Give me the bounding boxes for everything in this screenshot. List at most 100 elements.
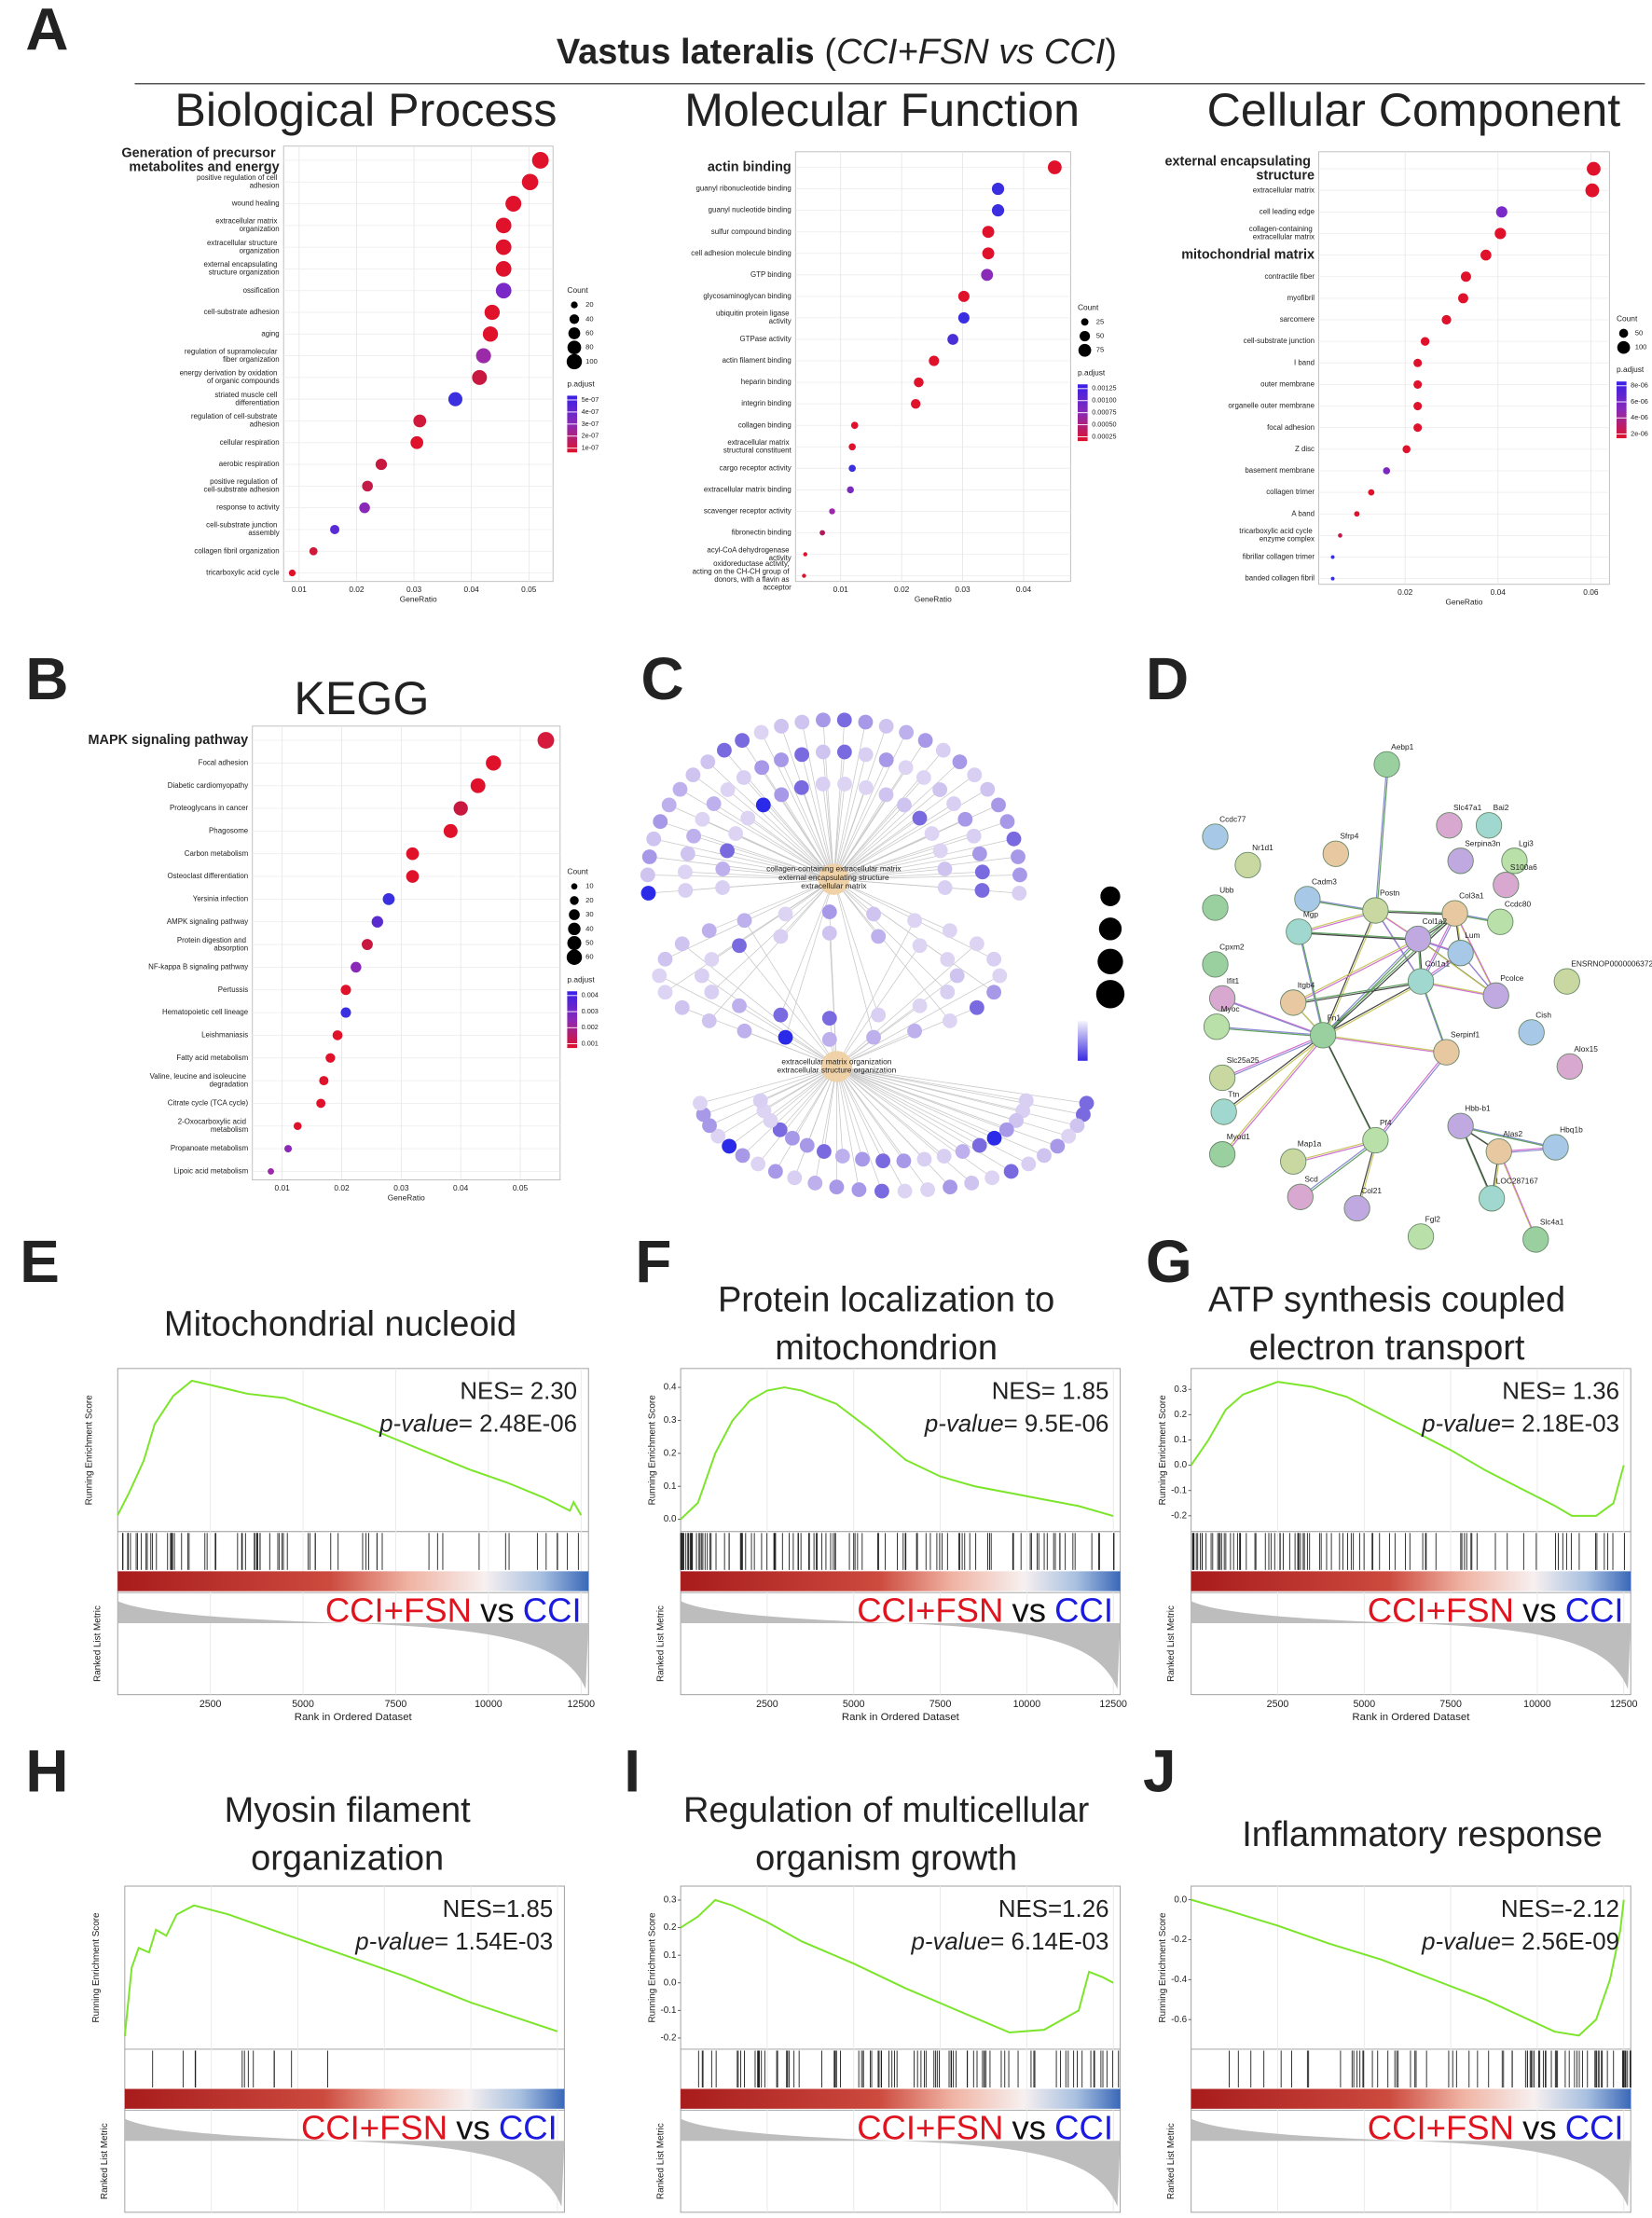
term-label: Protein digestion and absorption: [177, 936, 248, 953]
nes-value: NES=-2.12: [1501, 1896, 1619, 1922]
dot: [495, 261, 512, 277]
term-label: extracellular matrix organization: [215, 217, 279, 234]
string-node: [1433, 1039, 1460, 1066]
term-label: outer membrane: [1260, 380, 1315, 389]
network-node: [755, 797, 771, 813]
group-b: CCI: [1054, 2108, 1113, 2146]
network-node: [754, 760, 770, 776]
network-node: [722, 1138, 737, 1154]
network-edge: [833, 759, 888, 880]
gsea-title: Mitochondrial nucleoid: [164, 1304, 516, 1343]
term-label: cell-substrate junction: [1244, 337, 1315, 345]
string-edge: [1221, 1035, 1324, 1155]
enrichment-line: [117, 1379, 583, 1516]
string-edge: [1322, 910, 1376, 1036]
nes-value: NES=1.26: [998, 1896, 1109, 1922]
color-tick-label: 0.00125: [1092, 384, 1116, 393]
string-edge: [1221, 1034, 1324, 1079]
x-tick-label: 12500: [1610, 1699, 1638, 1710]
network-node: [740, 810, 756, 826]
network-node: [728, 826, 744, 841]
term-label: sulfur compound binding: [711, 227, 792, 236]
dot: [284, 1145, 293, 1153]
network-node: [949, 968, 965, 984]
legend-size-dot: [571, 883, 578, 890]
term-label: energy derivation by oxidation of organi…: [180, 369, 280, 386]
network-node: [695, 811, 710, 827]
network-node: [969, 936, 984, 952]
dot: [484, 304, 501, 321]
string-node-label: Pcolce: [1500, 973, 1523, 983]
legend-size-label: 60: [585, 953, 593, 961]
network-node: [943, 1179, 957, 1195]
y-axis-label: Ranked List Metric: [1166, 1605, 1177, 1682]
x-tick-label: 2500: [1267, 2216, 1289, 2218]
string-edge: [1324, 1036, 1378, 1142]
string-edge: [1324, 940, 1420, 1038]
term-label: fibronectin binding: [732, 529, 792, 537]
string-node: [1436, 812, 1463, 839]
string-node: [1343, 1194, 1370, 1222]
network-node: [646, 831, 662, 847]
color-tick-label: 0.00075: [1092, 408, 1116, 417]
rank-color-bar: [124, 2088, 565, 2109]
term-label: AMPK signaling pathway: [167, 917, 248, 926]
term-label: integrin binding: [741, 399, 792, 407]
network-node: [1009, 1113, 1024, 1128]
term-label: Z disc: [1295, 445, 1315, 453]
network-edge: [836, 1066, 860, 1191]
string-edge: [1322, 938, 1419, 1036]
rank-color-bar: [117, 1571, 589, 1591]
network-node: [1011, 849, 1026, 864]
panel-letter: F: [635, 1228, 671, 1295]
string-node-label: ENSRNOP00000063726: [1571, 959, 1652, 969]
network-node: [829, 1179, 845, 1195]
p-value-text: p-value= 9.5E-06: [924, 1412, 1109, 1438]
ranked-metric-area: [1191, 2118, 1631, 2207]
dot: [1383, 467, 1391, 475]
string-edge: [1324, 914, 1457, 1038]
network-edge: [836, 1066, 884, 1162]
network-node: [898, 760, 914, 776]
legend-size-label: 30: [585, 910, 593, 918]
group-b: CCI: [499, 2108, 558, 2146]
term-label: organelle outer membrane: [1228, 402, 1315, 410]
x-tick-label: 2500: [200, 1699, 222, 1710]
string-edge: [1499, 1152, 1538, 1242]
term-label: cargo receptor activity: [720, 463, 792, 472]
string-node-label: Ccdc77: [1219, 814, 1246, 823]
network-edge: [836, 1066, 904, 1162]
network-node: [715, 861, 731, 876]
y-axis-label: Running Enrichment Score: [91, 1912, 102, 2023]
network-node: [732, 998, 747, 1013]
network-edge: [833, 878, 951, 1022]
string-edge: [1322, 981, 1422, 1036]
network-edge: [833, 878, 948, 993]
network-node: [836, 744, 852, 760]
dot: [361, 939, 373, 951]
network-node: [871, 1007, 887, 1023]
plot-panel: [252, 725, 561, 1181]
ranked-metric-area: [124, 2118, 565, 2207]
network-node: [752, 1093, 768, 1109]
network-edge: [780, 878, 834, 1015]
dot: [1494, 227, 1507, 240]
color-tick-label: 0.00100: [1092, 396, 1116, 405]
network-edge: [836, 1066, 963, 1152]
network-edge: [738, 945, 837, 1068]
legend-size-label: 100: [585, 357, 598, 365]
network-edge: [727, 789, 834, 880]
panel-letter: A: [25, 0, 68, 62]
rank-color-bar: [681, 1571, 1121, 1591]
network-edge: [836, 1066, 1078, 1126]
x-tick-label: 0.03: [955, 585, 971, 594]
string-node-label: Alox15: [1574, 1044, 1598, 1054]
gsea-title: Inflammatory response: [1242, 1815, 1603, 1854]
y-tick-label: 0.3: [664, 1895, 677, 1906]
dot: [1338, 533, 1342, 538]
string-node-label: Cadm3: [1312, 876, 1337, 886]
dot: [929, 355, 940, 366]
string-node: [1501, 847, 1528, 875]
string-node: [1234, 851, 1261, 879]
